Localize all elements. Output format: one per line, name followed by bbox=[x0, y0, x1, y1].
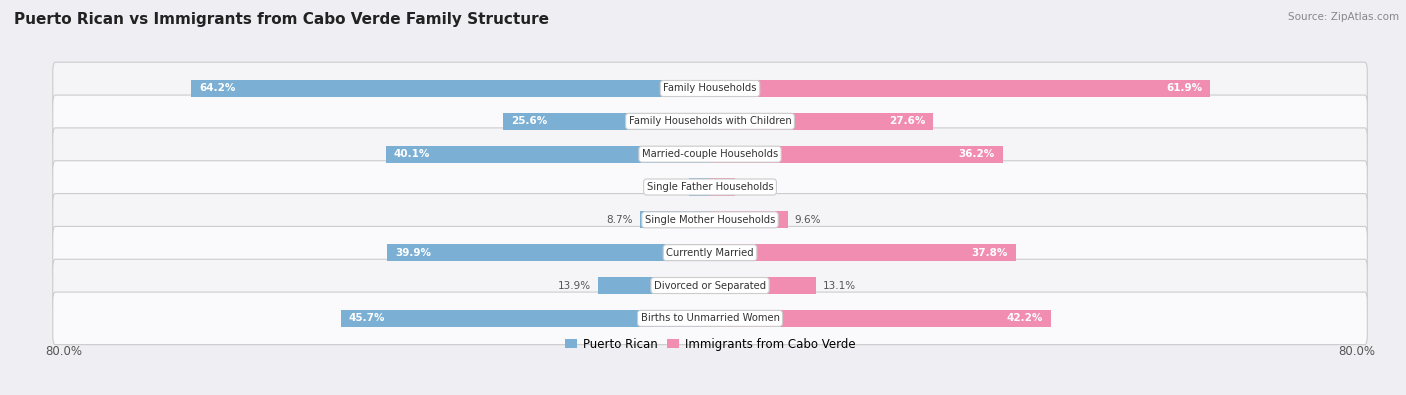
Text: Births to Unmarried Women: Births to Unmarried Women bbox=[641, 313, 779, 324]
Bar bbox=[710, 310, 1052, 327]
Text: Divorced or Separated: Divorced or Separated bbox=[654, 280, 766, 290]
Text: 36.2%: 36.2% bbox=[959, 149, 994, 159]
Text: Family Households with Children: Family Households with Children bbox=[628, 117, 792, 126]
Text: 61.9%: 61.9% bbox=[1166, 83, 1202, 94]
Bar bbox=[503, 113, 710, 130]
Text: 9.6%: 9.6% bbox=[794, 215, 821, 225]
Bar bbox=[689, 179, 710, 196]
Text: 2.6%: 2.6% bbox=[657, 182, 682, 192]
Text: 25.6%: 25.6% bbox=[512, 117, 547, 126]
Text: 13.9%: 13.9% bbox=[558, 280, 591, 290]
Text: Family Households: Family Households bbox=[664, 83, 756, 94]
Text: 3.1%: 3.1% bbox=[741, 182, 768, 192]
FancyBboxPatch shape bbox=[53, 161, 1367, 213]
Text: 64.2%: 64.2% bbox=[200, 83, 235, 94]
FancyBboxPatch shape bbox=[53, 292, 1367, 344]
FancyBboxPatch shape bbox=[53, 259, 1367, 312]
Text: 8.7%: 8.7% bbox=[607, 215, 633, 225]
Text: 40.1%: 40.1% bbox=[394, 149, 430, 159]
Text: Single Mother Households: Single Mother Households bbox=[645, 215, 775, 225]
Text: 27.6%: 27.6% bbox=[889, 117, 925, 126]
Bar bbox=[710, 146, 1002, 163]
Text: 37.8%: 37.8% bbox=[972, 248, 1008, 258]
Bar bbox=[340, 310, 710, 327]
Bar bbox=[388, 244, 710, 261]
Bar bbox=[710, 179, 735, 196]
Text: 45.7%: 45.7% bbox=[349, 313, 385, 324]
Bar bbox=[710, 80, 1211, 97]
FancyBboxPatch shape bbox=[53, 128, 1367, 181]
Text: Currently Married: Currently Married bbox=[666, 248, 754, 258]
Text: 42.2%: 42.2% bbox=[1007, 313, 1043, 324]
Bar bbox=[640, 211, 710, 228]
FancyBboxPatch shape bbox=[53, 194, 1367, 246]
Bar bbox=[710, 277, 815, 294]
FancyBboxPatch shape bbox=[53, 226, 1367, 279]
Bar bbox=[710, 244, 1015, 261]
Legend: Puerto Rican, Immigrants from Cabo Verde: Puerto Rican, Immigrants from Cabo Verde bbox=[560, 333, 860, 356]
Text: 39.9%: 39.9% bbox=[395, 248, 432, 258]
Bar bbox=[598, 277, 710, 294]
Bar bbox=[710, 113, 934, 130]
Text: Source: ZipAtlas.com: Source: ZipAtlas.com bbox=[1288, 12, 1399, 22]
Text: Puerto Rican vs Immigrants from Cabo Verde Family Structure: Puerto Rican vs Immigrants from Cabo Ver… bbox=[14, 12, 550, 27]
Bar bbox=[191, 80, 710, 97]
Text: 13.1%: 13.1% bbox=[823, 280, 855, 290]
Bar bbox=[710, 211, 787, 228]
FancyBboxPatch shape bbox=[53, 62, 1367, 115]
Text: Married-couple Households: Married-couple Households bbox=[643, 149, 778, 159]
FancyBboxPatch shape bbox=[53, 95, 1367, 148]
Text: Single Father Households: Single Father Households bbox=[647, 182, 773, 192]
Bar bbox=[385, 146, 710, 163]
